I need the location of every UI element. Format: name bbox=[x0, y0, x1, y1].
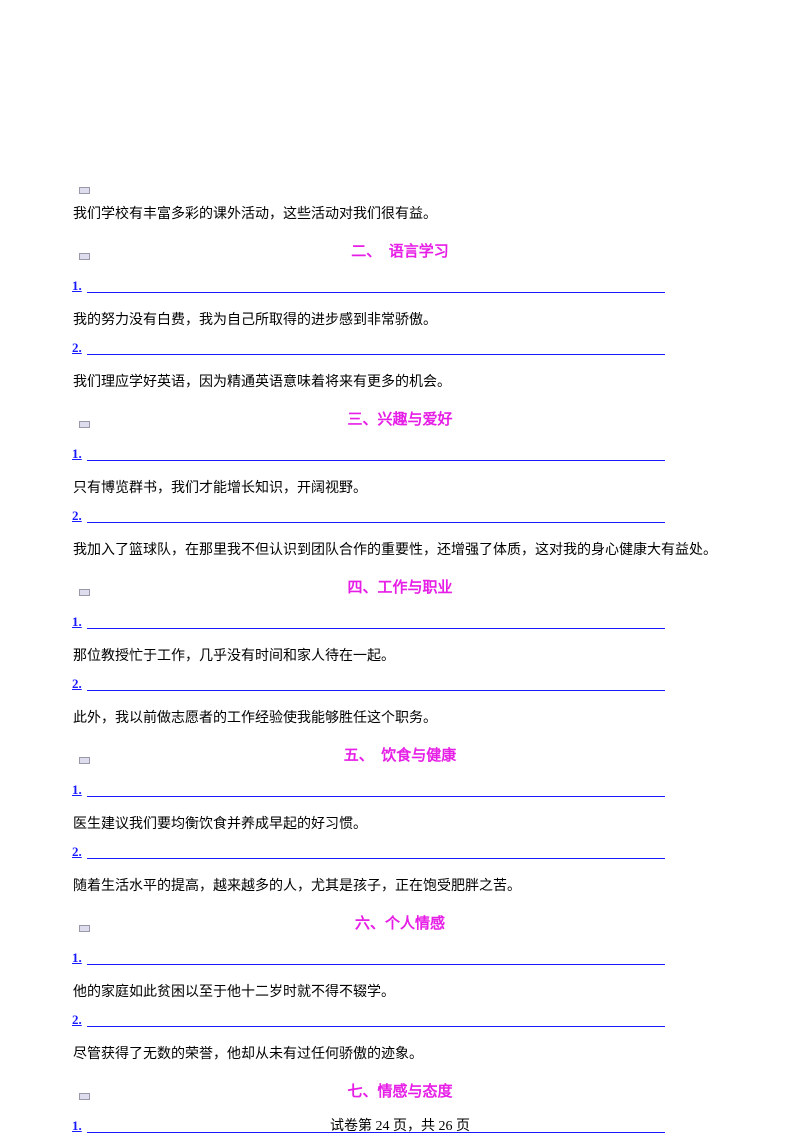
sentence: 我们理应学好英语，因为精通英语意味着将来有更多的机会。 bbox=[73, 375, 451, 390]
answer-line bbox=[87, 1026, 665, 1027]
footer: 试卷第 24 页，共 26 页 bbox=[330, 1119, 470, 1134]
section-heading: 三、兴趣与爱好 bbox=[347, 410, 453, 428]
section-heading: 七、情感与态度 bbox=[347, 1082, 453, 1100]
icon bbox=[79, 253, 90, 260]
answer-line bbox=[87, 354, 665, 355]
sentence: 医生建议我们要均衡饮食并养成早起的好习惯。 bbox=[73, 817, 367, 832]
sentence: 此外，我以前做志愿者的工作经验使我能够胜任这个职务。 bbox=[73, 711, 437, 726]
answer-line bbox=[87, 292, 665, 293]
answer-line bbox=[87, 964, 665, 965]
icon bbox=[79, 589, 90, 596]
answer-line bbox=[87, 796, 665, 797]
icon bbox=[79, 757, 90, 764]
item-number: 1. bbox=[72, 278, 82, 293]
sentence: 我们学校有丰富多彩的课外活动，这些活动对我们很有益。 bbox=[73, 207, 437, 222]
sentence: 他的家庭如此贫困以至于他十二岁时就不得不辍学。 bbox=[73, 985, 395, 1000]
answer-line bbox=[87, 1132, 665, 1133]
answer-line bbox=[87, 522, 665, 523]
answer-line bbox=[87, 690, 665, 691]
answer-line bbox=[87, 460, 665, 461]
section-heading: 五、 饮食与健康 bbox=[343, 746, 457, 764]
sentence: 随着生活水平的提高，越来越多的人，尤其是孩子，正在饱受肥胖之苦。 bbox=[73, 879, 521, 894]
answer-line bbox=[87, 858, 665, 859]
item-number: 1. bbox=[72, 950, 82, 965]
icon bbox=[79, 421, 90, 428]
item-number: 1. bbox=[72, 1118, 82, 1133]
item-number: 2. bbox=[72, 508, 82, 523]
sentence: 那位教授忙于工作，几乎没有时间和家人待在一起。 bbox=[73, 649, 395, 664]
item-number: 1. bbox=[72, 782, 82, 797]
answer-line bbox=[87, 628, 665, 629]
item-number: 1. bbox=[72, 614, 82, 629]
icon bbox=[79, 1093, 90, 1100]
sentence: 只有博览群书，我们才能增长知识，开阔视野。 bbox=[73, 481, 367, 496]
sentence: 尽管获得了无数的荣誉，他却从未有过任何骄傲的迹象。 bbox=[73, 1047, 423, 1062]
item-number: 2. bbox=[72, 844, 82, 859]
sentence: 我加入了篮球队，在那里我不但认识到团队合作的重要性，还增强了体质，这对我的身心健… bbox=[73, 543, 717, 558]
section-heading: 二、 语言学习 bbox=[351, 242, 449, 260]
section-heading: 四、工作与职业 bbox=[347, 578, 453, 596]
item-number: 2. bbox=[72, 676, 82, 691]
item-number: 2. bbox=[72, 1012, 82, 1027]
icon bbox=[79, 187, 90, 194]
icon bbox=[79, 925, 90, 932]
item-number: 1. bbox=[72, 446, 82, 461]
sentence: 我的努力没有白费，我为自己所取得的进步感到非常骄傲。 bbox=[73, 313, 437, 328]
section-heading: 六、个人情感 bbox=[354, 914, 445, 932]
item-number: 2. bbox=[72, 340, 82, 355]
